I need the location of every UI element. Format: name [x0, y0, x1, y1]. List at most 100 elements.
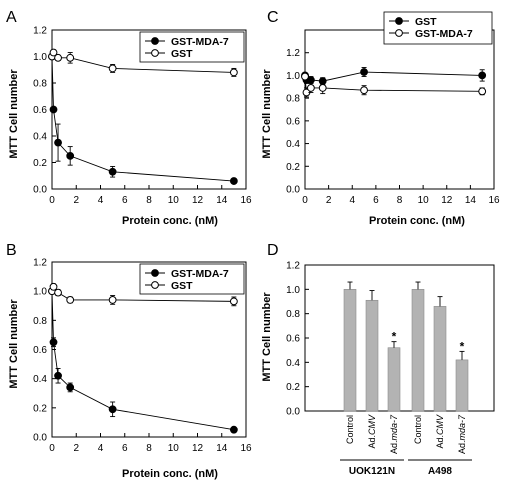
panel-label: C	[267, 9, 279, 26]
panel-label: D	[267, 242, 279, 259]
category-label: Control	[345, 415, 355, 444]
x-tick-label: 14	[216, 443, 228, 454]
legend-label: GST	[415, 16, 437, 28]
x-tick-label: 12	[441, 195, 453, 206]
data-point	[49, 282, 58, 291]
x-axis-title: Protein conc. (nM)	[122, 215, 218, 227]
y-tick-label: 0.4	[286, 139, 300, 150]
data-point	[108, 64, 117, 73]
y-tick-label: 1.2	[286, 261, 300, 272]
legend-box	[383, 11, 493, 45]
x-tick-label: 16	[488, 195, 500, 206]
x-tick-label: 4	[349, 195, 355, 206]
y-tick-label: 0.6	[286, 116, 300, 127]
y-tick-label: 0.6	[33, 345, 47, 356]
significance-mark: *	[460, 339, 465, 353]
y-tick-label: 0.6	[286, 334, 300, 345]
y-axis-title: MTT Cell number	[8, 69, 20, 159]
y-tick-label: 0.8	[286, 94, 300, 105]
data-point	[66, 296, 75, 304]
data-point	[108, 296, 117, 304]
y-tick-label: 0.8	[33, 79, 47, 90]
y-tick-label: 1.0	[33, 287, 47, 298]
x-tick-label: 4	[98, 443, 104, 454]
plot-area: 0.0 0.2 0.4 0.6 0.8 1.0 1.2 Control Ad.CMV * Ad.md…	[286, 261, 495, 477]
legend-box	[139, 263, 245, 295]
y-tick-label: 0.6	[33, 105, 47, 116]
bar-group: Control Ad.CMV * Ad.mda-7 A498	[408, 281, 472, 477]
data-point	[49, 338, 58, 347]
x-tick-label: 8	[397, 195, 403, 206]
legend-marker	[151, 37, 159, 45]
y-tick-label: 0.8	[286, 309, 300, 320]
data-point	[229, 425, 238, 434]
category-label: Ad.mda-7	[457, 414, 467, 454]
data-point	[108, 405, 117, 414]
x-tick-label: 12	[192, 443, 204, 454]
x-tick-label: 8	[146, 443, 152, 454]
data-point	[66, 53, 75, 62]
series-line	[304, 71, 483, 82]
x-tick-label: 2	[73, 195, 79, 206]
y-tick-label: 0.4	[33, 132, 47, 143]
plot-frame	[304, 29, 495, 190]
y-tick-label: 1.0	[286, 71, 300, 82]
x-tick-label: 10	[168, 195, 180, 206]
x-tick-label: 10	[168, 443, 180, 454]
series-line	[51, 56, 234, 182]
legend-label: GST	[171, 280, 193, 292]
data-point	[54, 138, 62, 147]
legend-label: GST	[171, 48, 193, 60]
y-tick-label: 0.0	[286, 407, 300, 418]
group-label: UOK121N	[349, 466, 395, 477]
data-point	[360, 68, 368, 76]
data-point	[54, 288, 62, 297]
data-point	[49, 105, 58, 114]
legend-label: GST-MDA-7	[171, 36, 229, 48]
panel-d: D MTT Cell number 0.0 0.2 0.4 0.6 0.8 1.0 1.2 C…	[261, 242, 495, 477]
y-tick-label: 0.0	[33, 433, 47, 444]
data-point	[229, 68, 238, 77]
y-axis-title: MTT Cell number	[261, 69, 273, 159]
data-point	[318, 84, 327, 92]
data-point	[360, 86, 368, 95]
y-tick-label: 1.2	[33, 26, 47, 37]
panel-c: C Protein conc. (nM) MTT Cell number 0.0…	[261, 9, 500, 227]
x-tick-label: 0	[302, 195, 308, 206]
x-axis-title: Protein conc. (nM)	[369, 215, 465, 227]
data-point	[307, 84, 315, 92]
x-tick-label: 8	[146, 195, 152, 206]
y-tick-label: 0.0	[286, 185, 300, 196]
significance-mark: *	[392, 330, 397, 344]
y-tick-label: 0.2	[286, 162, 300, 173]
y-tick-label: 0.4	[286, 358, 300, 369]
y-tick-label: 0.2	[33, 158, 47, 169]
legend-marker	[395, 29, 403, 37]
x-tick-label: 4	[98, 195, 104, 206]
y-tick-label: 0.4	[33, 374, 47, 385]
panel-label: B	[6, 242, 17, 259]
bar-group: Control Ad.CMV * Ad.mda-7 UOK121N	[340, 281, 404, 477]
y-axis-title: MTT Cell number	[8, 299, 20, 389]
bar	[433, 306, 447, 412]
legend-label: GST-MDA-7	[171, 268, 229, 280]
data-point	[66, 151, 75, 160]
y-tick-label: 0.0	[33, 185, 47, 196]
plot-area: 0.0 0.2 0.4 0.6 0.8 1.0 1.2 0 2 4 6 8 10 12 14 16 GST-MD…	[33, 258, 252, 455]
plot-area: 0.0 0.2 0.4 0.6 0.8 1.0 1.2 0 2 4 6 8 10 12 14 16 GST-MD…	[33, 26, 252, 207]
data-point	[478, 87, 487, 96]
data-point	[229, 177, 238, 185]
x-tick-label: 16	[240, 443, 252, 454]
y-tick-label: 1.0	[286, 285, 300, 296]
data-point	[49, 48, 58, 57]
x-tick-label: 2	[326, 195, 332, 206]
x-tick-label: 6	[373, 195, 379, 206]
panel-label: A	[6, 9, 17, 26]
bar	[411, 289, 425, 412]
legend-label: GST-MDA-7	[415, 28, 473, 40]
category-label: Control	[413, 415, 423, 444]
data-point	[66, 383, 75, 392]
